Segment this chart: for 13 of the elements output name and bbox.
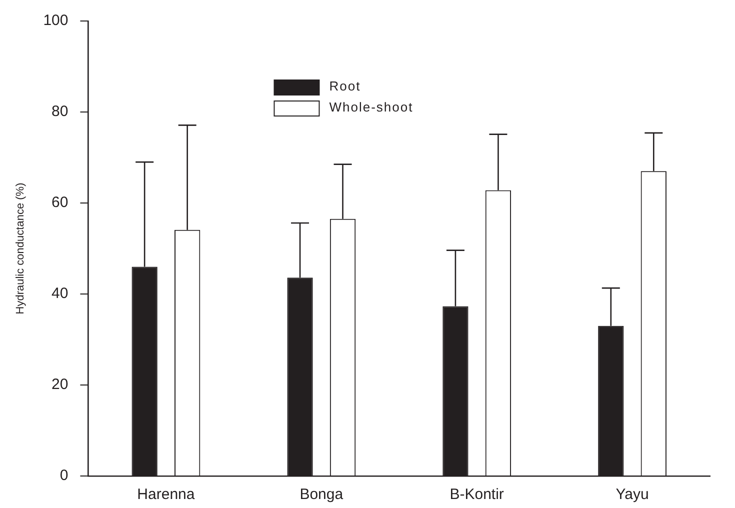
legend-label: Whole-shoot bbox=[329, 100, 414, 115]
y-tick-label: 0 bbox=[60, 467, 68, 484]
y-tick-label: 60 bbox=[52, 194, 68, 212]
x-tick-label: Bonga bbox=[300, 486, 344, 504]
x-tick-label: Harenna bbox=[137, 486, 196, 504]
y-tick-label: 80 bbox=[52, 103, 68, 120]
legend-label: Root bbox=[329, 78, 361, 94]
y-tick-label: 40 bbox=[52, 285, 68, 302]
x-tick-label: Yayu bbox=[616, 486, 649, 504]
y-axis-title: Hydraulic conductance (%) bbox=[14, 182, 27, 314]
y-tick-label: 20 bbox=[52, 376, 68, 394]
y-tick-label: 100 bbox=[43, 12, 68, 30]
x-tick-label: B-Kontir bbox=[450, 486, 504, 504]
